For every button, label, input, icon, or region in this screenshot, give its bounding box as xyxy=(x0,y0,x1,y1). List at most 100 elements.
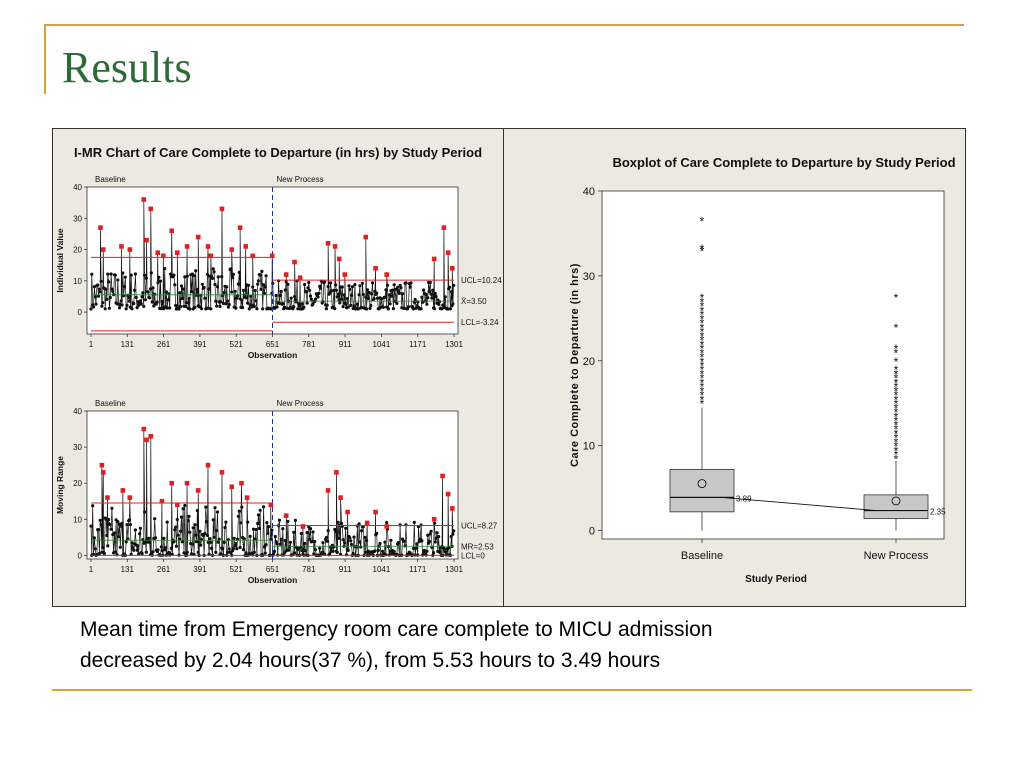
box-outlier: * xyxy=(700,359,705,373)
individuals-series-point xyxy=(135,306,139,310)
individuals-series-point xyxy=(246,283,251,287)
moving-range-series-point xyxy=(331,549,335,553)
individuals-series-point xyxy=(275,305,279,309)
moving-range-flagged-point xyxy=(184,480,190,486)
individuals-series-point xyxy=(178,291,182,295)
moving-range-flagged-point xyxy=(159,498,165,504)
moving-range-series-point xyxy=(99,523,103,527)
individuals-series-point xyxy=(146,290,150,294)
individuals-series-point xyxy=(431,288,435,292)
box-outlier: * xyxy=(894,342,899,356)
individuals-series-point xyxy=(168,306,172,310)
moving-range-series-point xyxy=(343,541,347,545)
individuals-series-point xyxy=(399,286,403,290)
individuals-series-point xyxy=(227,302,231,307)
individuals-series-point xyxy=(370,292,374,296)
individuals-series-point xyxy=(390,294,394,298)
moving-range-flagged-point xyxy=(120,488,126,493)
moving-range-x-tick-label: 651 xyxy=(266,565,280,574)
individuals-series-point xyxy=(281,302,285,306)
individuals-series-point xyxy=(316,295,320,299)
individuals-series-point xyxy=(420,295,424,299)
individuals-series-point xyxy=(419,307,423,311)
moving-range-series-point xyxy=(384,553,388,557)
individuals-series-point xyxy=(108,295,112,300)
individuals-series-point xyxy=(338,301,342,305)
moving-range-series-point xyxy=(200,538,204,542)
moving-range-series-point xyxy=(383,540,387,544)
individuals-series-point xyxy=(269,307,273,311)
individuals-series-point xyxy=(206,306,210,310)
moving-range-series-point xyxy=(141,538,145,542)
individuals-flagged-point xyxy=(174,250,180,255)
individuals-series-point xyxy=(122,285,127,289)
box-outlier: * xyxy=(700,291,705,305)
individuals-series-point xyxy=(386,307,390,311)
individuals-series-point xyxy=(255,307,259,311)
moving-range-series-point xyxy=(209,540,213,544)
boxplot-y-tick-label: 30 xyxy=(583,271,595,283)
box-outlier: * xyxy=(894,355,899,369)
individuals-series-point xyxy=(395,301,399,305)
moving-range-series-point xyxy=(215,528,219,533)
individuals-y-tick-label: 10 xyxy=(73,277,82,286)
moving-range-series-point xyxy=(265,521,269,525)
individuals-series-point xyxy=(148,296,152,300)
moving-range-series-point xyxy=(248,534,252,538)
individuals-series-point xyxy=(279,289,283,294)
box-outlier: * xyxy=(700,384,705,398)
moving-range-series-point xyxy=(388,549,392,553)
individuals-series-point xyxy=(149,271,153,275)
box-outlier: * xyxy=(894,384,899,398)
moving-range-series-point xyxy=(325,539,329,543)
moving-range-center-label: MR=2.53 xyxy=(461,542,494,551)
box-outlier: * xyxy=(894,380,899,394)
moving-range-series-point xyxy=(339,521,344,525)
individuals-lcl-label: LCL=-3.24 xyxy=(461,318,499,327)
moving-range-series-point xyxy=(108,523,112,527)
moving-range-series-point xyxy=(165,520,169,524)
individuals-series-point xyxy=(307,280,311,285)
individuals-series-point xyxy=(160,300,164,304)
box-outlier: * xyxy=(894,397,899,411)
moving-range-series-point xyxy=(451,532,455,536)
box-outlier: * xyxy=(700,380,705,394)
moving-range-series-point xyxy=(292,530,296,534)
individuals-series-point xyxy=(411,307,416,311)
box-median-label: 2.35 xyxy=(930,508,946,517)
moving-range-series-point xyxy=(241,548,246,552)
individuals-series-point xyxy=(383,295,387,299)
box-outlier: * xyxy=(894,435,899,449)
box-outlier: * xyxy=(700,242,705,256)
moving-range-x-tick-label: 391 xyxy=(193,565,207,574)
box-outlier: * xyxy=(894,431,899,445)
moving-range-series-point xyxy=(358,540,362,544)
moving-range-series-point xyxy=(283,538,287,543)
moving-range-series-point xyxy=(244,551,248,555)
individuals-flagged-point xyxy=(237,225,243,230)
moving-range-series-point xyxy=(337,536,341,540)
imr-chart-title: I-MR Chart of Care Complete to Departure… xyxy=(74,145,482,160)
individuals-series-point xyxy=(143,273,147,277)
moving-range-series-point xyxy=(235,547,239,551)
box-outlier: * xyxy=(700,295,705,309)
individuals-series-point xyxy=(341,305,345,309)
individuals-series-point xyxy=(96,294,101,298)
box-outlier: * xyxy=(700,389,705,403)
individuals-series-point xyxy=(166,298,170,302)
box-outlier: * xyxy=(894,346,899,360)
individuals-series-point xyxy=(426,296,430,300)
moving-range-series-point xyxy=(160,549,164,553)
moving-range-series-point xyxy=(328,552,332,556)
moving-range-series-point xyxy=(258,508,262,512)
boxplot-y-tick-label: 10 xyxy=(583,441,595,453)
individuals-series-point xyxy=(406,305,411,309)
individuals-series-point xyxy=(94,302,98,306)
boxplot-title: Boxplot of Care Complete to Departure by… xyxy=(612,155,955,170)
individuals-series-point xyxy=(422,288,426,292)
moving-range-series-point xyxy=(210,546,214,550)
individuals-series-point xyxy=(282,305,287,309)
moving-range-series-point xyxy=(136,544,140,548)
moving-range-series-point xyxy=(116,520,120,524)
moving-range-plot: Baseline New Process 0 10 20 30 40 1 131 261 391 52… xyxy=(55,399,498,585)
